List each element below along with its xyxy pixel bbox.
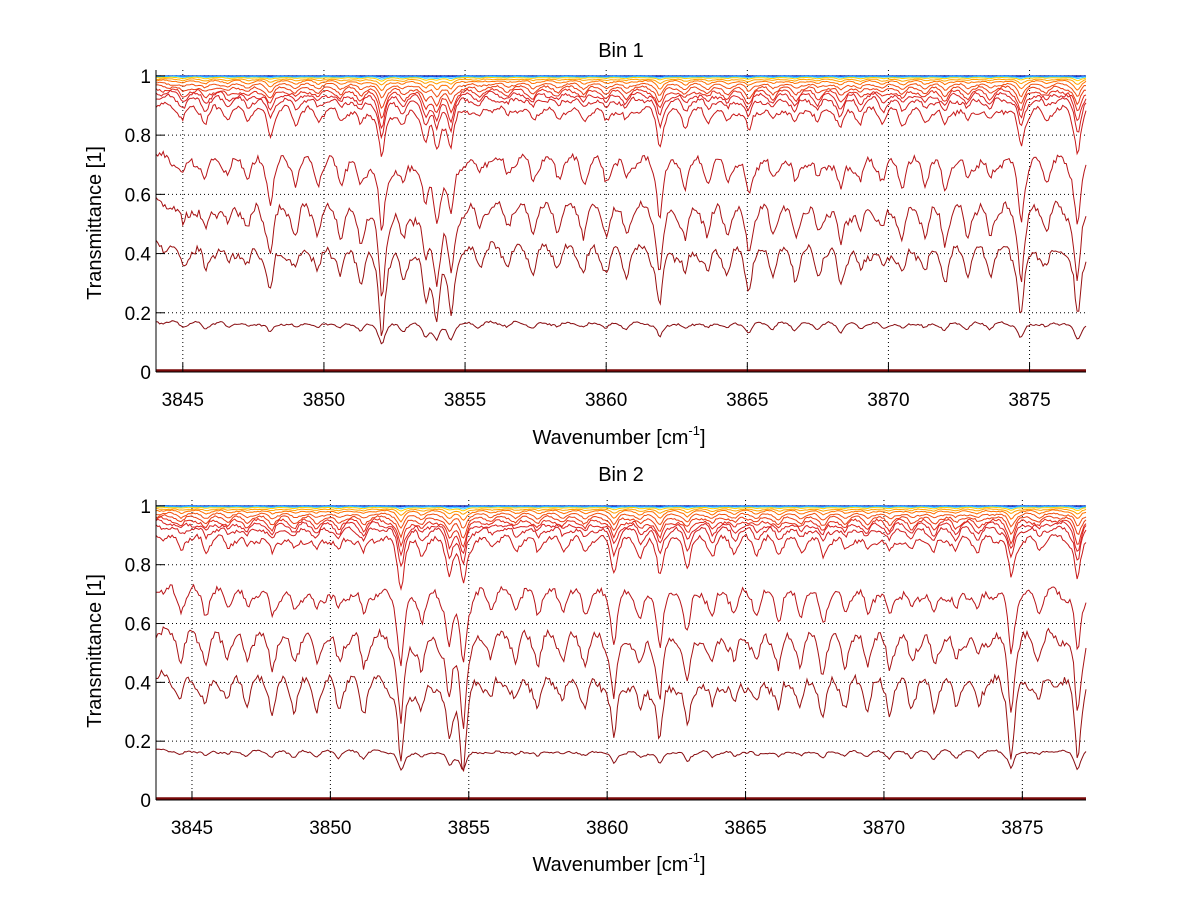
x-axis-label-superscript: -1 (688, 423, 700, 438)
series-lines (155, 75, 1087, 372)
x-tick-label: 3870 (867, 390, 909, 411)
y-tick-label: 0.6 (125, 615, 151, 636)
series-line-s9 (155, 87, 1087, 119)
y-tick-label: 0.4 (125, 245, 152, 266)
y-tick-label: 0.4 (125, 673, 152, 694)
series-line-s11 (155, 93, 1087, 140)
series-line-s15 (155, 669, 1087, 772)
x-tick-label: 3850 (303, 390, 345, 411)
plot-title: Bin 1 (598, 40, 644, 62)
series-line-s12 (155, 533, 1087, 591)
series-line-s3 (156, 505, 1087, 510)
series-line-s13 (156, 583, 1087, 667)
x-axis-label-main: Wavenumber [cm (532, 427, 688, 449)
series-line-s12 (155, 101, 1087, 157)
series-line-s4 (156, 76, 1087, 82)
y-tick-label: 0 (140, 363, 151, 384)
x-axis-label: Wavenumber [cm-1] (532, 850, 705, 876)
x-tick-labels: 3845 3850 3855 3860 3865 3870 3875 (162, 390, 1051, 411)
x-tick-label: 3860 (586, 818, 628, 839)
x-tick-label: 3855 (444, 390, 486, 411)
y-axis-label: Transmittance [1] (84, 146, 106, 300)
y-tick-label: 0 (140, 791, 151, 812)
x-tick-label: 3875 (1008, 390, 1050, 411)
x-tick-label: 3865 (726, 390, 768, 411)
y-tick-label: 0.8 (125, 126, 151, 147)
y-tick-label: 0.2 (125, 304, 151, 325)
ticks (155, 70, 1086, 373)
series-lines (155, 505, 1087, 800)
x-tick-label: 3875 (1001, 818, 1043, 839)
series-line-s6 (155, 509, 1087, 523)
series-line-s5 (155, 78, 1087, 86)
y-tick-labels: 0 0.2 0.4 0.6 0.8 1 (125, 67, 152, 384)
x-tick-label: 3845 (171, 818, 213, 839)
series-line-s9 (155, 516, 1087, 548)
series-line-s14 (155, 197, 1087, 297)
series-line-s16 (155, 320, 1087, 345)
series-line-s7 (155, 511, 1087, 529)
series-line-s2 (155, 505, 1087, 508)
x-tick-labels: 3845 3850 3855 3860 3865 3870 3875 (171, 818, 1044, 839)
series-line-s6 (156, 79, 1087, 92)
series-line-s10 (155, 518, 1087, 557)
x-axis-label: Wavenumber [cm-1] (532, 423, 705, 449)
series-line-s4 (156, 506, 1087, 512)
x-tick-label: 3855 (448, 818, 490, 839)
x-tick-label: 3850 (309, 818, 351, 839)
axes-bin-1: Bin 1 3845 3850 3855 3860 3865 3870 3875 00.20… (84, 40, 1087, 449)
y-tick-label: 1 (140, 67, 151, 88)
series-line-s15 (155, 240, 1087, 337)
series-line-s8 (155, 84, 1087, 110)
series-line-s14 (155, 626, 1087, 729)
series-line-s13 (155, 150, 1087, 231)
series-line-s16 (155, 748, 1087, 771)
series-line-s11 (155, 524, 1087, 568)
series-line-s8 (155, 514, 1087, 539)
y-axis-label: Transmittance [1] (84, 574, 106, 728)
series-line-s3 (155, 75, 1087, 80)
x-tick-label: 3845 (162, 390, 204, 411)
x-axis-label-superscript: -1 (688, 850, 700, 865)
y-tick-label: 0.6 (125, 185, 151, 206)
series-line-s2 (156, 75, 1087, 78)
y-tick-label: 0.8 (125, 556, 151, 577)
y-tick-labels: 0 0.2 0.4 0.6 0.8 1 (125, 497, 152, 812)
axes-bin-2: Bin 2 3845 3850 3855 3860 3865 3870 3875 00.20… (84, 464, 1087, 876)
series-line-s7 (155, 81, 1087, 99)
y-tick-label: 1 (140, 497, 151, 518)
x-tick-label: 3860 (585, 390, 627, 411)
x-axis-label-end: ] (700, 854, 706, 876)
x-tick-label: 3870 (863, 818, 905, 839)
y-tick-label: 0.2 (125, 732, 151, 753)
ticks (155, 500, 1086, 801)
x-tick-label: 3865 (724, 818, 766, 839)
series-line-s5 (155, 508, 1087, 517)
x-axis-label-main: Wavenumber [cm (532, 854, 688, 876)
series-line-s10 (155, 89, 1087, 130)
plot-title: Bin 2 (598, 464, 644, 486)
x-axis-label-end: ] (700, 427, 706, 449)
